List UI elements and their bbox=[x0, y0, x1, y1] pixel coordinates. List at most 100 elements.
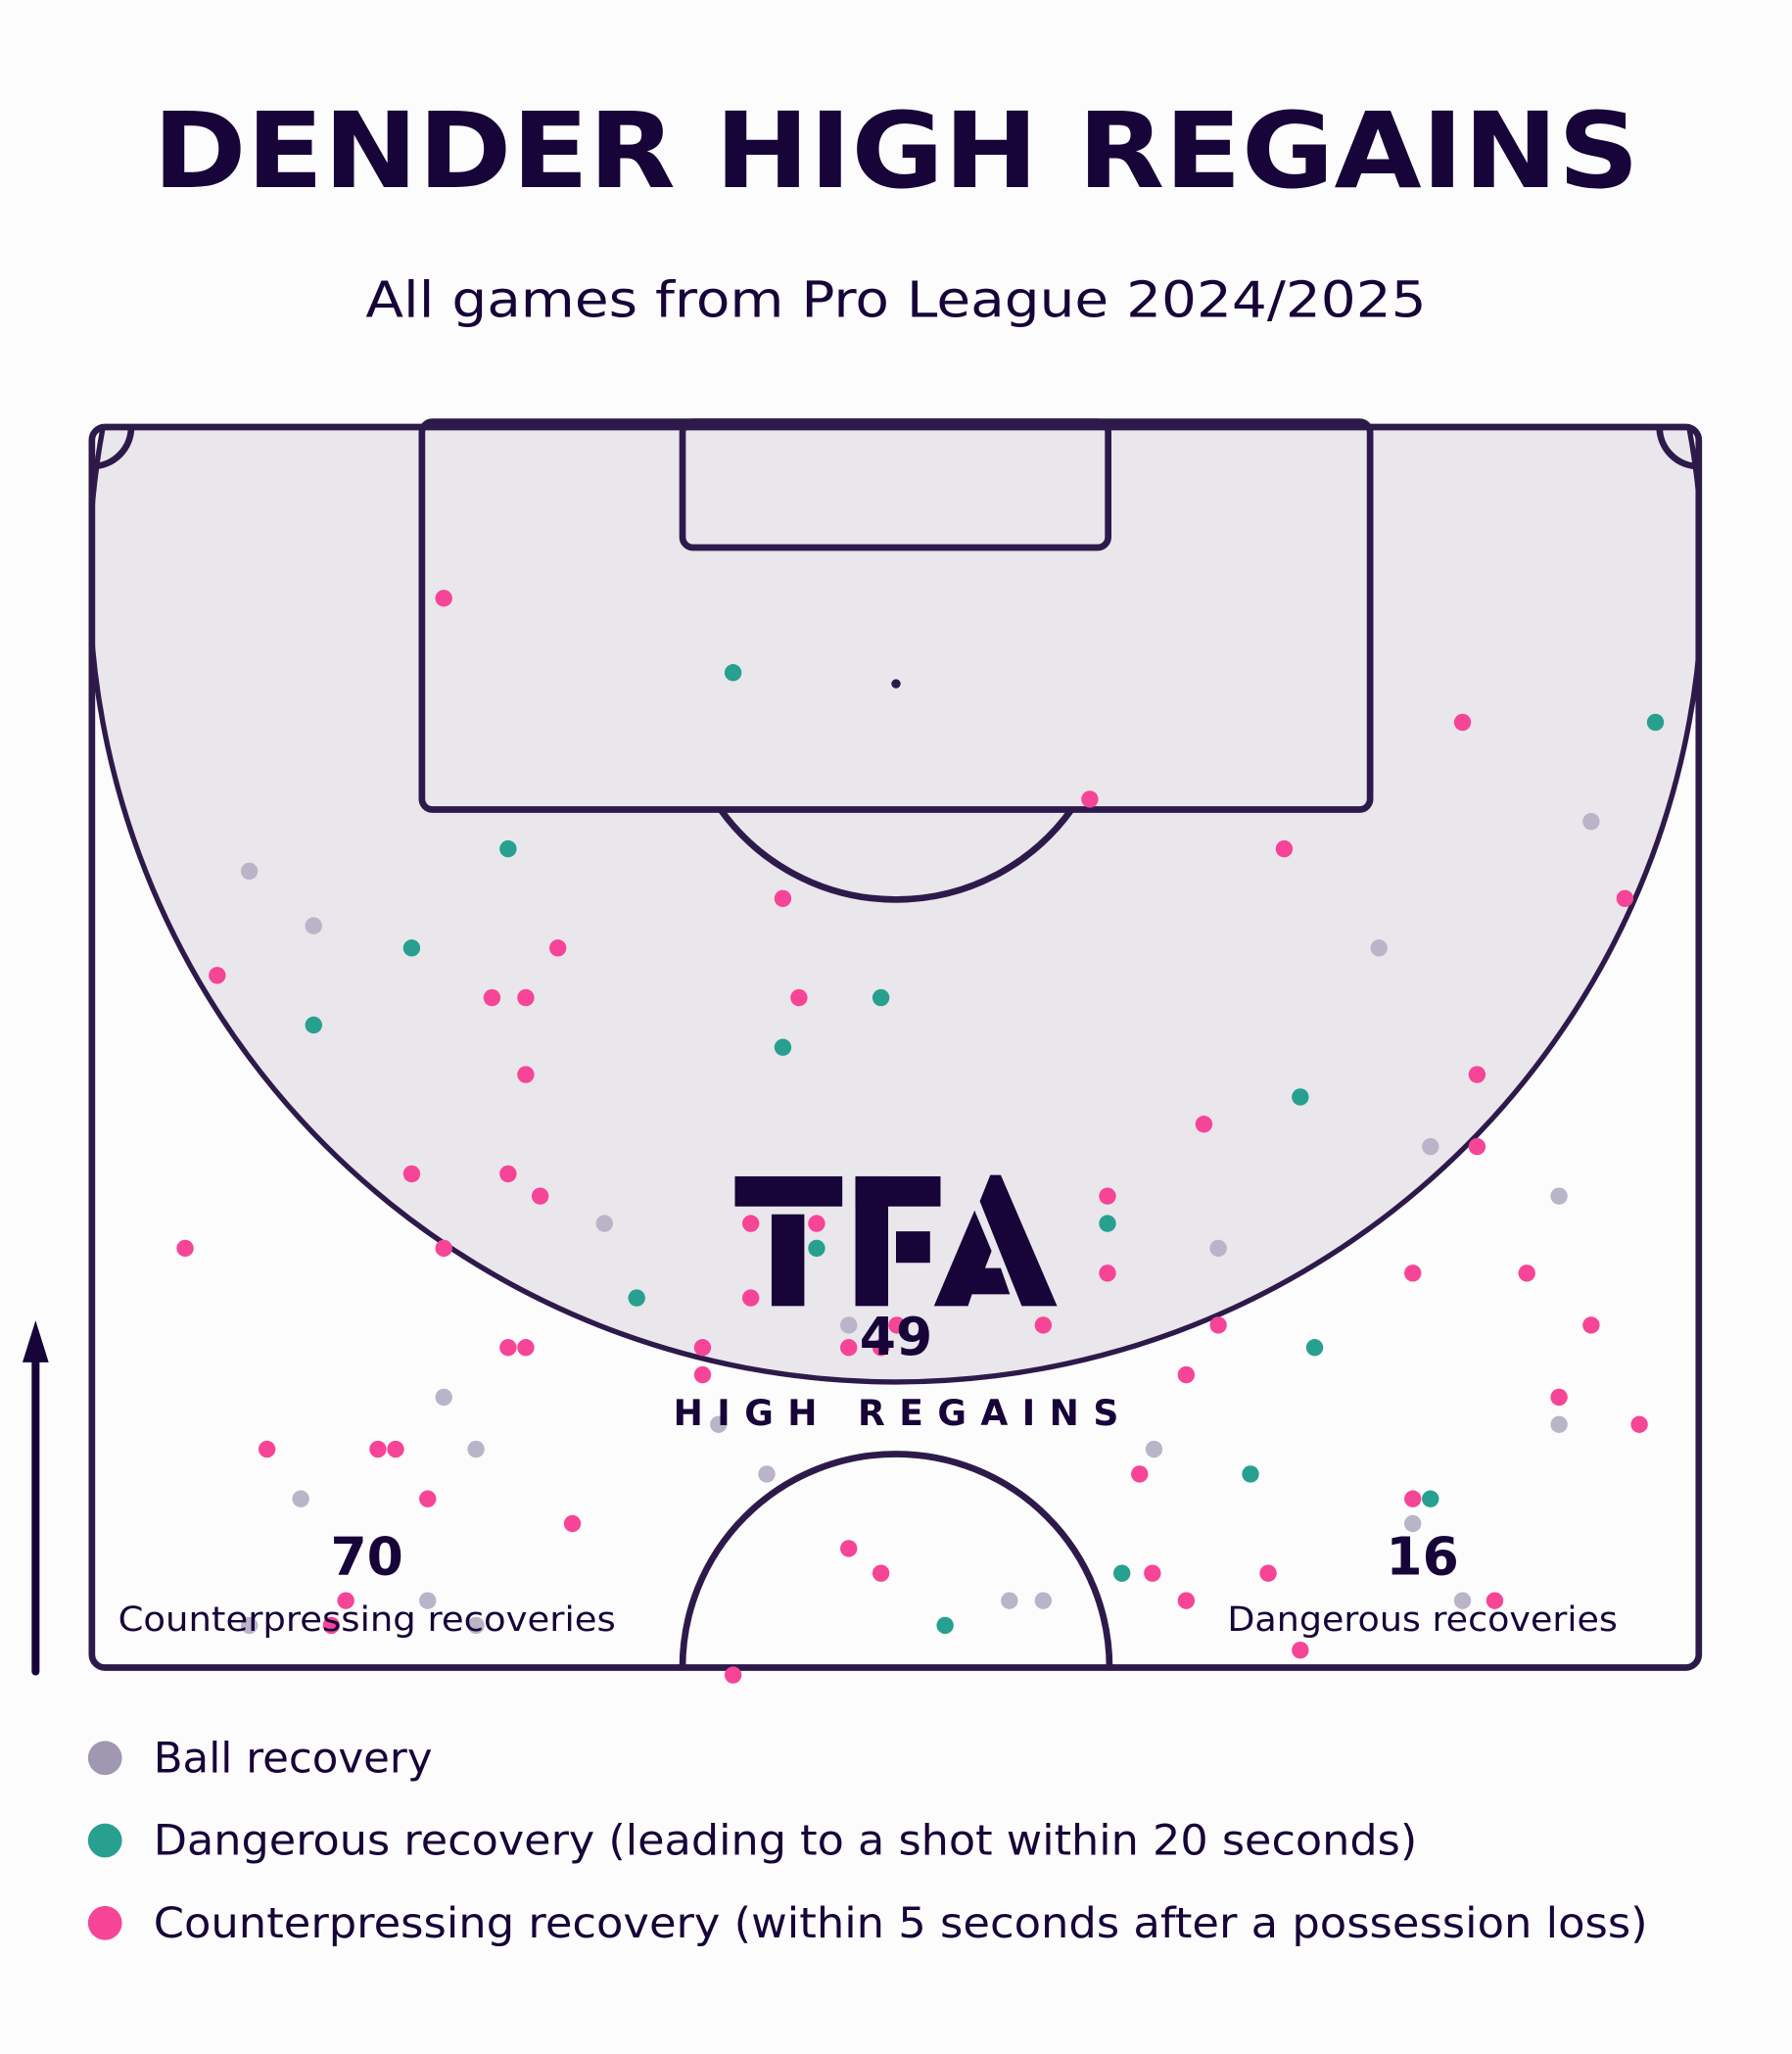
corner-arc-left bbox=[91, 426, 135, 470]
counterpressing-recovery-point bbox=[1485, 1592, 1504, 1609]
counterpressing-recovery-point bbox=[1582, 1316, 1600, 1334]
counterpressing-recovery-point bbox=[774, 889, 792, 907]
counterpressing-recovery-point bbox=[693, 1365, 712, 1384]
counterpressing-recovery-point bbox=[435, 1239, 452, 1258]
counterpressing-value: 70 bbox=[330, 1526, 402, 1588]
counterpressing-recovery-point bbox=[1144, 1564, 1161, 1582]
dangerous-recovery-point bbox=[1113, 1564, 1131, 1582]
dangerous-recovery-point bbox=[1305, 1339, 1324, 1357]
pitch-outline bbox=[88, 423, 1703, 1671]
ball-recovery-point bbox=[1404, 1514, 1422, 1533]
high-regains-value: 49 bbox=[860, 1306, 932, 1367]
counterpressing-recovery-point bbox=[387, 1440, 404, 1458]
counterpressing-recovery-point bbox=[402, 1165, 421, 1183]
counterpressing-recovery-point bbox=[1259, 1564, 1277, 1582]
dangerous-recovery-point bbox=[1422, 1490, 1439, 1507]
legend-label: Counterpressing recovery (within 5 secon… bbox=[154, 1899, 1648, 1948]
counterpressing-recovery-point bbox=[1081, 790, 1099, 808]
ball-recovery-point bbox=[1422, 1137, 1439, 1156]
direction-arrow bbox=[22, 1320, 49, 1676]
dangerous-recovery-point bbox=[1646, 713, 1665, 732]
counterpressing-recovery-point bbox=[499, 1339, 517, 1357]
ball-recovery-point bbox=[292, 1490, 309, 1507]
counterpressing-recovery-point bbox=[840, 1540, 858, 1557]
ball-recovery-point bbox=[467, 1616, 485, 1635]
counterpressing-recovery-point bbox=[337, 1592, 354, 1609]
ball-recovery-point bbox=[840, 1316, 858, 1334]
dangerous-recovery-point bbox=[305, 1016, 322, 1034]
counterpressing-recovery-point bbox=[808, 1215, 825, 1232]
counterpressing-recovery-point bbox=[1550, 1388, 1568, 1407]
counterpressing-recovery-point bbox=[1275, 839, 1294, 858]
six-yard-box bbox=[679, 418, 1111, 551]
legend-label: Ball recovery bbox=[154, 1734, 433, 1783]
counterpressing-recovery-point bbox=[258, 1440, 276, 1458]
legend-item-counterpressing-recovery: Counterpressing recovery (within 5 secon… bbox=[87, 1899, 1648, 1948]
counterpressing-recovery-point bbox=[741, 1215, 760, 1232]
ball-recovery-point bbox=[758, 1465, 776, 1483]
dangerous-recovery-point bbox=[872, 988, 890, 1007]
counterpressing-recovery-point bbox=[840, 1339, 858, 1357]
counterpressing-recovery-point bbox=[1177, 1365, 1196, 1384]
dangerous-recovery-point bbox=[774, 1038, 792, 1056]
legend-label: Dangerous recovery (leading to a shot wi… bbox=[154, 1817, 1418, 1866]
dangerous-label: Dangerous recoveries bbox=[1227, 1600, 1618, 1640]
counterpressing-recovery-point bbox=[1468, 1137, 1486, 1156]
counterpressing-recovery-point bbox=[1177, 1592, 1196, 1609]
counterpressing-recovery-point bbox=[741, 1289, 760, 1307]
dangerous-recovery-point bbox=[1242, 1465, 1259, 1483]
counterpressing-recovery-point bbox=[1195, 1116, 1213, 1133]
ball-recovery-point bbox=[1034, 1592, 1053, 1609]
recovery-points bbox=[176, 590, 1665, 1684]
legend: Ball recovery Dangerous recovery (leadin… bbox=[87, 1734, 1648, 1948]
counterpressing-recovery-point bbox=[517, 1339, 535, 1357]
legend-dot bbox=[87, 1905, 122, 1940]
counterpressing-recovery-point bbox=[419, 1490, 437, 1507]
pitch bbox=[88, 418, 1703, 1671]
ball-recovery-point bbox=[1145, 1440, 1163, 1458]
counterpressing-recovery-point bbox=[1630, 1415, 1648, 1433]
counterpressing-recovery-point bbox=[888, 1316, 906, 1334]
counterpressing-recovery-point bbox=[369, 1440, 387, 1458]
dangerous-recovery-point bbox=[724, 664, 742, 682]
counterpressing-recovery-point bbox=[1453, 713, 1472, 732]
high-regains-label: HIGH REGAINS bbox=[674, 1392, 1119, 1434]
dangerous-recovery-point bbox=[628, 1289, 645, 1307]
ball-recovery-point bbox=[240, 862, 259, 881]
counterpressing-recovery-point bbox=[1404, 1265, 1422, 1282]
counterpressing-recovery-point bbox=[1209, 1316, 1227, 1334]
dangerous-recovery-point bbox=[499, 839, 517, 858]
counterpressing-recovery-point bbox=[1099, 1265, 1116, 1282]
chart-subtitle: All games from Pro League 2024/2025 bbox=[365, 271, 1426, 329]
counterpressing-recovery-point bbox=[548, 939, 567, 957]
ball-recovery-point bbox=[710, 1415, 728, 1433]
ball-recovery-point bbox=[435, 1388, 452, 1407]
legend-item-ball-recovery: Ball recovery bbox=[87, 1734, 433, 1783]
ball-recovery-point bbox=[467, 1440, 485, 1458]
counterpressing-recovery-point bbox=[1468, 1066, 1486, 1083]
counterpressing-recovery-point bbox=[724, 1666, 742, 1684]
dangerous-recovery-point bbox=[936, 1616, 954, 1635]
counterpressing-recovery-point bbox=[209, 967, 226, 984]
dangerous-recovery-point bbox=[1099, 1215, 1116, 1232]
counterpressing-recovery-point bbox=[1034, 1316, 1053, 1334]
counterpressing-recovery-point bbox=[499, 1165, 517, 1183]
counterpressing-recovery-point bbox=[790, 988, 808, 1007]
ball-recovery-point bbox=[1209, 1239, 1227, 1258]
corner-arc-right bbox=[1656, 426, 1699, 470]
tfa-logo bbox=[734, 1174, 1058, 1307]
penalty-spot bbox=[891, 679, 901, 689]
counterpressing-recovery-point bbox=[517, 1066, 535, 1083]
counterpressing-recovery-point bbox=[872, 1564, 890, 1582]
counterpressing-recovery-point bbox=[1131, 1465, 1149, 1483]
ball-recovery-point bbox=[1582, 812, 1600, 831]
counterpressing-recovery-point bbox=[563, 1514, 582, 1533]
counterpressing-recovery-point bbox=[517, 988, 535, 1007]
counterpressing-recovery-point bbox=[1518, 1265, 1535, 1282]
dangerous-recovery-point bbox=[1292, 1088, 1309, 1106]
ball-recovery-point bbox=[419, 1592, 437, 1609]
counterpressing-recovery-point bbox=[872, 1339, 890, 1357]
ball-recovery-point bbox=[305, 917, 322, 934]
ball-recovery-point bbox=[1550, 1187, 1568, 1205]
